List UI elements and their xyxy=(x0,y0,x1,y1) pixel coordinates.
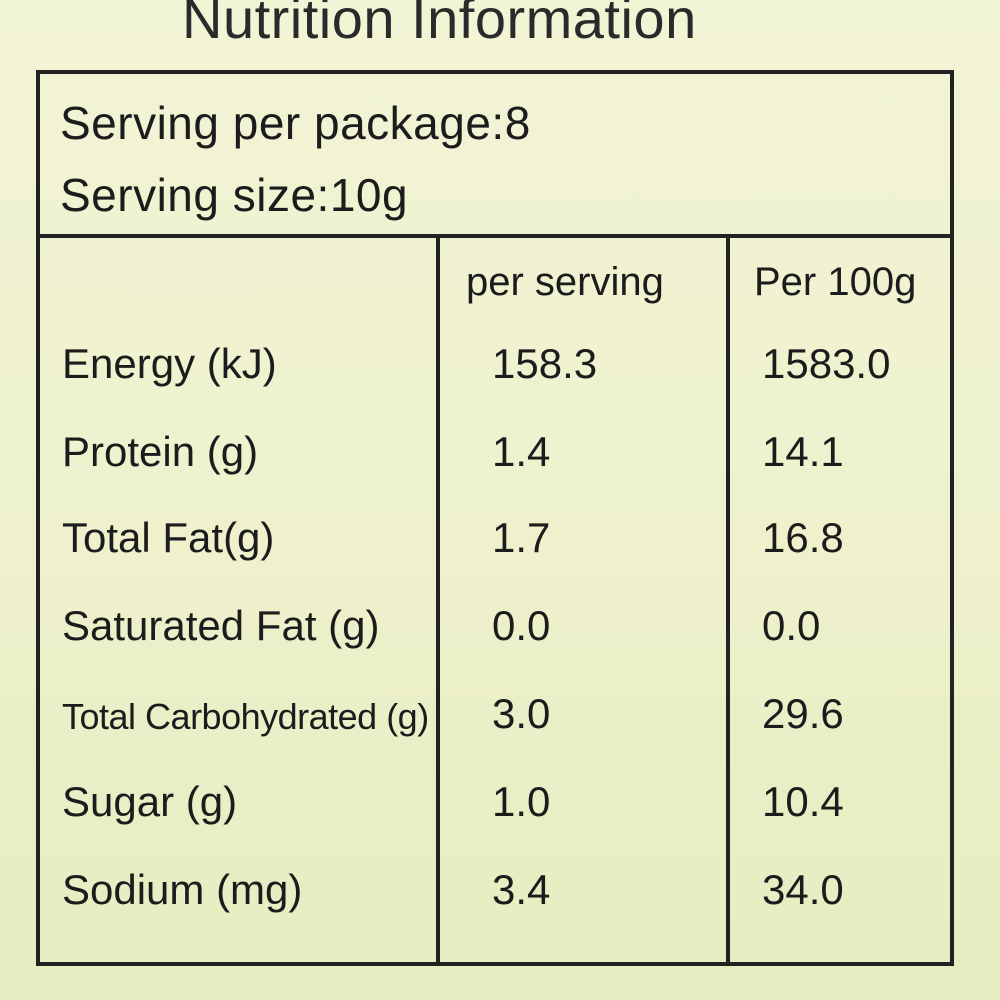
nutrient-name: Energy (kJ) xyxy=(62,340,277,387)
nutrient-row-total-fat: Total Fat(g) 1.7 16.8 xyxy=(40,514,950,600)
per-serving-value: 1.0 xyxy=(492,778,551,825)
nutrient-row-carbohydrate: Total Carbohydrated (g) 3.0 29.6 xyxy=(40,690,950,776)
per-serving-value: 158.3 xyxy=(492,340,598,387)
header-per-serving: per serving xyxy=(466,260,664,304)
nutrient-name: Total Fat(g) xyxy=(62,514,275,561)
nutrition-title: Nutrition Information xyxy=(182,0,697,50)
nutrient-name: Protein (g) xyxy=(62,428,259,475)
column-divider xyxy=(436,238,440,962)
per-serving-value: 3.4 xyxy=(492,866,551,913)
per-100g-value: 10.4 xyxy=(762,778,844,825)
per-100g-value: 29.6 xyxy=(762,690,844,737)
nutrient-name: Total Carbohydrated (g) xyxy=(62,696,429,737)
servings-per-package: Serving per package:8 xyxy=(60,97,531,149)
per-100g-value: 34.0 xyxy=(762,866,844,913)
per-100g-value: 14.1 xyxy=(762,428,844,475)
per-serving-value: 1.7 xyxy=(492,514,551,561)
column-divider xyxy=(726,238,730,962)
per-100g-value: 0.0 xyxy=(762,602,821,649)
per-serving-value: 1.4 xyxy=(492,428,551,475)
per-100g-value: 1583.0 xyxy=(762,340,891,387)
serving-size: Serving size:10g xyxy=(60,169,409,221)
serving-info: Serving per package:8 Serving size:10g xyxy=(40,74,950,238)
header-per-100g: Per 100g xyxy=(754,260,917,304)
nutrient-name: Sugar (g) xyxy=(62,778,238,825)
nutrient-name: Sodium (mg) xyxy=(62,866,303,913)
nutrient-row-sodium: Sodium (mg) 3.4 34.0 xyxy=(40,866,950,952)
nutrient-row-sugar: Sugar (g) 1.0 10.4 xyxy=(40,778,950,864)
nutrient-table: per serving Per 100g Energy (kJ) 158.3 1… xyxy=(40,238,950,962)
nutrient-row-protein: Protein (g) 1.4 14.1 xyxy=(40,428,950,514)
nutrition-table-box: Serving per package:8 Serving size:10g p… xyxy=(36,70,954,966)
nutrient-row-saturated-fat: Saturated Fat (g) 0.0 0.0 xyxy=(40,602,950,688)
nutrient-name: Saturated Fat (g) xyxy=(62,602,380,649)
per-100g-value: 16.8 xyxy=(762,514,844,561)
per-serving-value: 0.0 xyxy=(492,602,551,649)
nutrient-row-energy: Energy (kJ) 158.3 1583.0 xyxy=(40,340,950,426)
per-serving-value: 3.0 xyxy=(492,690,551,737)
